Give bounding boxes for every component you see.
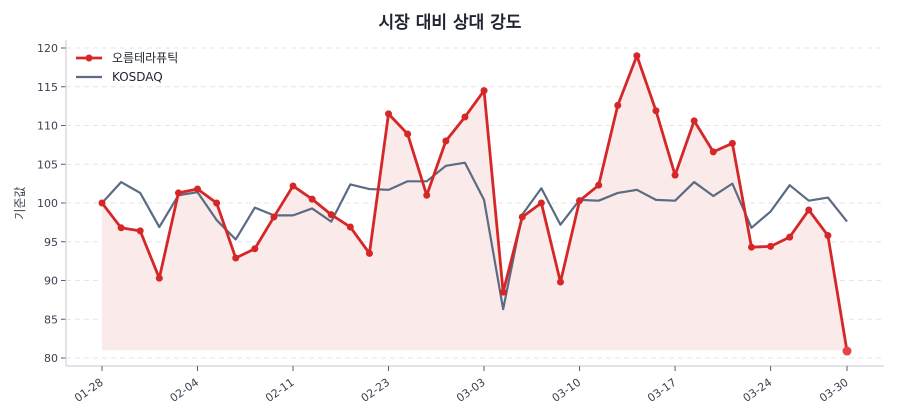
last-point-marker [842, 346, 852, 356]
y-tick-label: 90 [44, 275, 58, 288]
legend: 오름테라퓨틱 KOSDAQ [76, 51, 178, 84]
chart-title: 시장 대비 상대 강도 [378, 13, 522, 33]
data-point-marker [404, 130, 412, 138]
data-point-marker [824, 232, 832, 240]
data-point-marker [117, 224, 125, 232]
data-point-marker [786, 233, 794, 241]
y-tick-label: 105 [37, 158, 58, 171]
data-point-marker [728, 139, 736, 147]
data-point-marker [213, 199, 221, 207]
data-point-marker [480, 87, 488, 95]
data-point-marker [98, 199, 106, 207]
data-point-marker [537, 199, 545, 207]
stock-line [100, 54, 849, 352]
y-tick-label: 115 [37, 81, 58, 94]
data-point-marker [614, 101, 622, 109]
legend-marker-stock [85, 54, 93, 62]
x-tick-label: 02-04 [168, 376, 202, 405]
data-point-marker [518, 213, 526, 221]
x-tick-label: 03-30 [817, 376, 851, 405]
data-point-marker [385, 110, 393, 118]
legend-label-kosdaq: KOSDAQ [112, 70, 163, 84]
y-tick-label: 80 [44, 352, 58, 365]
data-point-marker [595, 181, 603, 189]
data-point-marker [289, 182, 297, 190]
data-point-marker [251, 245, 259, 253]
data-point-marker [155, 274, 163, 282]
y-axis-label: 기준값 [13, 186, 27, 219]
y-tick-label: 110 [37, 120, 58, 133]
data-point-marker [232, 254, 240, 262]
data-point-marker [194, 185, 202, 193]
x-tick-label: 03-17 [645, 376, 679, 405]
data-point-marker [576, 197, 584, 205]
data-point-marker [461, 113, 469, 121]
x-tick-label: 02-23 [359, 376, 393, 405]
data-point-marker [442, 137, 450, 145]
data-point-marker [327, 211, 335, 219]
x-tick-label: 02-11 [263, 376, 297, 405]
x-tick-label: 03-03 [454, 376, 488, 405]
data-point-marker [747, 243, 755, 251]
data-point-marker [805, 206, 813, 214]
data-point-marker [136, 227, 144, 235]
y-tick-label: 120 [37, 42, 58, 55]
data-point-marker [767, 242, 775, 250]
data-point-marker [556, 278, 564, 286]
legend-label-stock: 오름테라퓨틱 [112, 51, 178, 65]
x-tick-label: 03-10 [550, 376, 584, 405]
x-tick-label: 03-24 [741, 376, 775, 405]
data-point-marker [174, 189, 182, 197]
data-point-marker [633, 52, 641, 60]
data-point-marker [365, 249, 373, 257]
data-point-marker [346, 223, 354, 231]
x-tick-label: 01-28 [72, 376, 106, 405]
data-point-marker [308, 195, 316, 203]
y-tick-label: 95 [44, 236, 58, 249]
data-point-marker [709, 148, 717, 156]
data-point-marker [270, 213, 278, 221]
data-point-marker [423, 191, 431, 199]
y-tick-label: 85 [44, 313, 58, 326]
data-point-marker [690, 117, 698, 125]
data-point-marker [671, 171, 679, 179]
data-point-marker [499, 288, 507, 296]
y-tick-label: 100 [37, 197, 58, 210]
data-point-marker [652, 107, 660, 115]
